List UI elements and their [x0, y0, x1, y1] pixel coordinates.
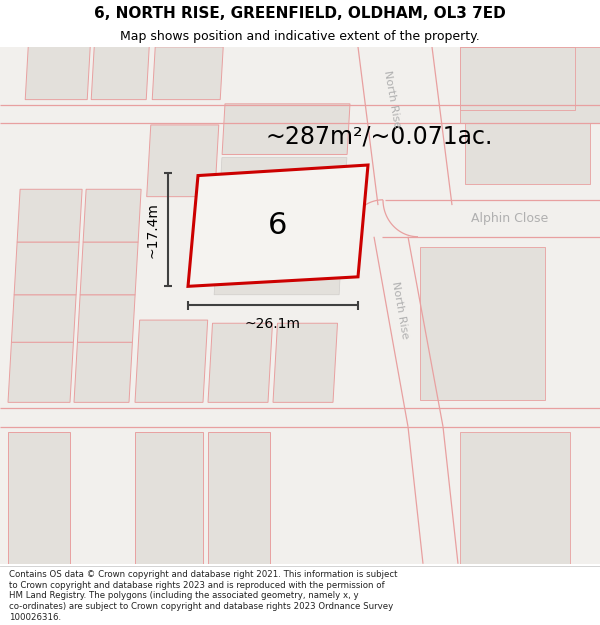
- Text: Alphin Close: Alphin Close: [472, 213, 548, 226]
- Polygon shape: [465, 123, 590, 184]
- Text: 6, NORTH RISE, GREENFIELD, OLDHAM, OL3 7ED: 6, NORTH RISE, GREENFIELD, OLDHAM, OL3 7…: [94, 6, 506, 21]
- Polygon shape: [14, 242, 79, 295]
- Polygon shape: [0, 47, 600, 564]
- Polygon shape: [135, 320, 208, 402]
- Polygon shape: [146, 125, 219, 197]
- Polygon shape: [355, 47, 455, 205]
- Polygon shape: [83, 189, 141, 242]
- Polygon shape: [8, 432, 70, 564]
- Polygon shape: [222, 104, 350, 154]
- Text: ~17.4m: ~17.4m: [145, 202, 159, 258]
- Text: to Crown copyright and database rights 2023 and is reproduced with the permissio: to Crown copyright and database rights 2…: [9, 581, 385, 589]
- Text: HM Land Registry. The polygons (including the associated geometry, namely x, y: HM Land Registry. The polygons (includin…: [9, 591, 359, 600]
- Polygon shape: [135, 432, 203, 564]
- Text: co-ordinates) are subject to Crown copyright and database rights 2023 Ordnance S: co-ordinates) are subject to Crown copyr…: [9, 602, 393, 611]
- Polygon shape: [370, 237, 445, 427]
- Text: Contains OS data © Crown copyright and database right 2021. This information is : Contains OS data © Crown copyright and d…: [9, 570, 398, 579]
- Polygon shape: [17, 189, 82, 242]
- Polygon shape: [273, 323, 337, 402]
- Polygon shape: [0, 408, 600, 427]
- Polygon shape: [0, 105, 600, 123]
- Polygon shape: [208, 432, 270, 564]
- Polygon shape: [188, 165, 368, 286]
- Polygon shape: [380, 200, 600, 239]
- Text: ~26.1m: ~26.1m: [245, 318, 301, 331]
- Polygon shape: [80, 242, 138, 295]
- Polygon shape: [25, 45, 91, 99]
- Polygon shape: [460, 47, 600, 123]
- Polygon shape: [420, 248, 545, 400]
- Polygon shape: [355, 47, 455, 205]
- Polygon shape: [405, 427, 460, 564]
- Text: Map shows position and indicative extent of the property.: Map shows position and indicative extent…: [120, 30, 480, 43]
- Polygon shape: [152, 47, 223, 99]
- Polygon shape: [208, 323, 272, 402]
- Polygon shape: [11, 295, 76, 343]
- Polygon shape: [74, 342, 133, 402]
- Polygon shape: [8, 342, 73, 402]
- Polygon shape: [460, 432, 570, 564]
- Polygon shape: [77, 295, 135, 343]
- Text: ~287m²/~0.071ac.: ~287m²/~0.071ac.: [265, 124, 493, 149]
- Polygon shape: [91, 45, 149, 99]
- Text: 6: 6: [268, 211, 287, 241]
- Text: North Rise: North Rise: [382, 70, 402, 129]
- Text: 100026316.: 100026316.: [9, 612, 61, 622]
- Polygon shape: [214, 158, 347, 295]
- Text: North Rise: North Rise: [390, 281, 410, 340]
- Polygon shape: [460, 47, 575, 110]
